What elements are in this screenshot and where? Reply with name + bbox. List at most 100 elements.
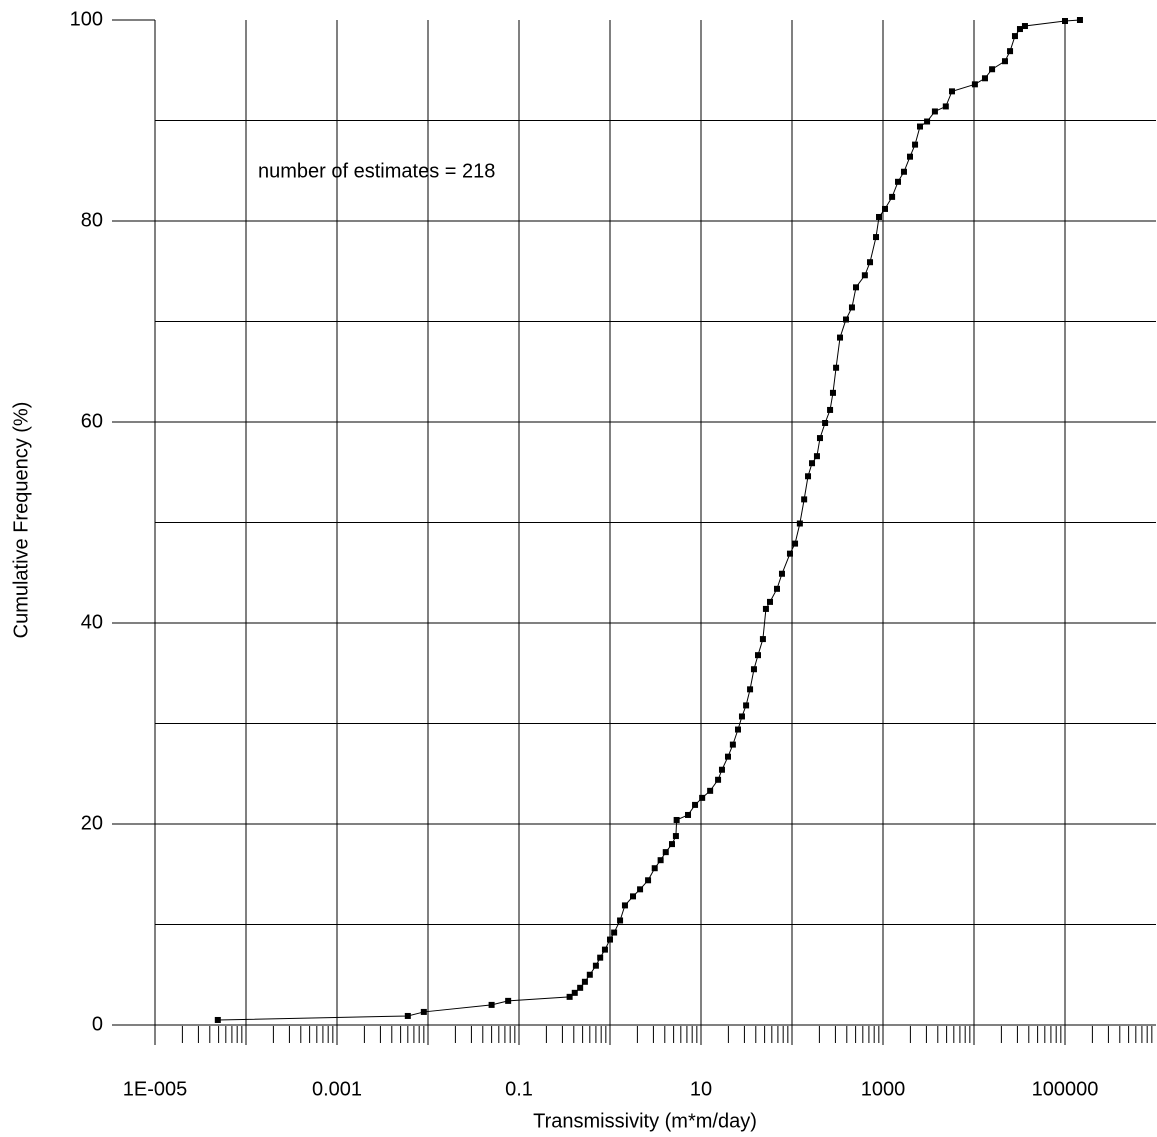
data-point [657, 857, 664, 864]
x-tick-label: 100000 [1032, 1078, 1099, 1100]
data-point [989, 66, 996, 73]
data-point [924, 118, 931, 125]
data-point [668, 841, 675, 848]
data-point [876, 213, 883, 220]
data-point [829, 389, 836, 396]
data-point [577, 984, 584, 991]
data-point [637, 886, 644, 893]
data-point [837, 334, 844, 341]
x-tick-label: 0.001 [312, 1078, 362, 1100]
data-point [762, 605, 769, 612]
data-point [1007, 48, 1014, 55]
data-point [842, 316, 849, 323]
data-point [1021, 23, 1028, 30]
data-point [822, 420, 829, 427]
data-point [673, 816, 680, 823]
data-point [848, 304, 855, 311]
data-point [805, 473, 812, 480]
data-point [773, 585, 780, 592]
data-point [948, 88, 955, 95]
data-point [488, 1001, 495, 1008]
data-point [651, 865, 658, 872]
data-point [873, 234, 880, 241]
data-point [630, 893, 637, 900]
data-point [685, 811, 692, 818]
data-point [617, 917, 624, 924]
data-point [833, 364, 840, 371]
data-point [792, 540, 799, 547]
data-point [754, 652, 761, 659]
data-point [916, 123, 923, 130]
data-point [942, 103, 949, 110]
data-point [592, 962, 599, 969]
data-point [672, 833, 679, 840]
data-point [566, 993, 573, 1000]
y-tick-label: 20 [81, 812, 103, 834]
data-point [662, 849, 669, 856]
data-point [724, 753, 731, 760]
data-point [420, 1008, 427, 1015]
data-point [692, 801, 699, 808]
data-point [900, 168, 907, 175]
data-point [895, 178, 902, 185]
data-point [214, 1016, 221, 1023]
data-point [718, 766, 725, 773]
y-tick-label: 0 [92, 1013, 103, 1035]
y-tick-label: 40 [81, 611, 103, 633]
data-point [597, 954, 604, 961]
data-point [581, 978, 588, 985]
x-tick-label: 1000 [861, 1078, 906, 1100]
data-point [809, 460, 816, 467]
data-point [861, 272, 868, 279]
x-tick-label: 0.1 [505, 1078, 533, 1100]
data-point [981, 75, 988, 82]
data-point [852, 284, 859, 291]
annotation: number of estimates = 218 [258, 160, 495, 182]
y-tick-label: 80 [81, 209, 103, 231]
data-point [1001, 58, 1008, 65]
data-point [882, 205, 889, 212]
data-point [813, 453, 820, 460]
data-point [786, 550, 793, 557]
data-point [611, 929, 618, 936]
data-point [601, 946, 608, 953]
data-point [766, 598, 773, 605]
data-point [867, 259, 874, 266]
data-point [404, 1012, 411, 1019]
data-point [801, 496, 808, 503]
data-point [759, 636, 766, 643]
data-point [747, 686, 754, 693]
data-point [743, 702, 750, 709]
data-point [707, 787, 714, 794]
data-point [571, 989, 578, 996]
data-point [586, 971, 593, 978]
x-tick-label: 1E-005 [123, 1078, 188, 1100]
data-point [607, 936, 613, 943]
data-point [1062, 18, 1068, 25]
data-point [816, 435, 823, 442]
data-point [889, 193, 896, 200]
data-point [912, 141, 919, 148]
data-point [1076, 17, 1083, 23]
data-point [796, 520, 803, 527]
data-point [1011, 33, 1018, 40]
data-point [906, 153, 913, 160]
data-point [738, 713, 745, 720]
data-point [645, 877, 652, 884]
data-point [971, 81, 978, 88]
y-tick-label: 100 [70, 8, 103, 30]
data-point [729, 741, 736, 748]
y-tick-label: 60 [81, 410, 103, 432]
y-axis-title: Cumulative Frequency (%) [10, 402, 32, 639]
x-axis-title: Transmissivity (m*m/day) [533, 1110, 757, 1132]
data-point [827, 406, 834, 413]
data-point [1016, 26, 1023, 33]
data-point [750, 666, 757, 673]
data-point [778, 570, 785, 577]
data-point [734, 726, 741, 733]
data-point [621, 902, 628, 909]
data-point [715, 776, 722, 783]
data-point [505, 997, 512, 1004]
data-point [931, 108, 938, 115]
